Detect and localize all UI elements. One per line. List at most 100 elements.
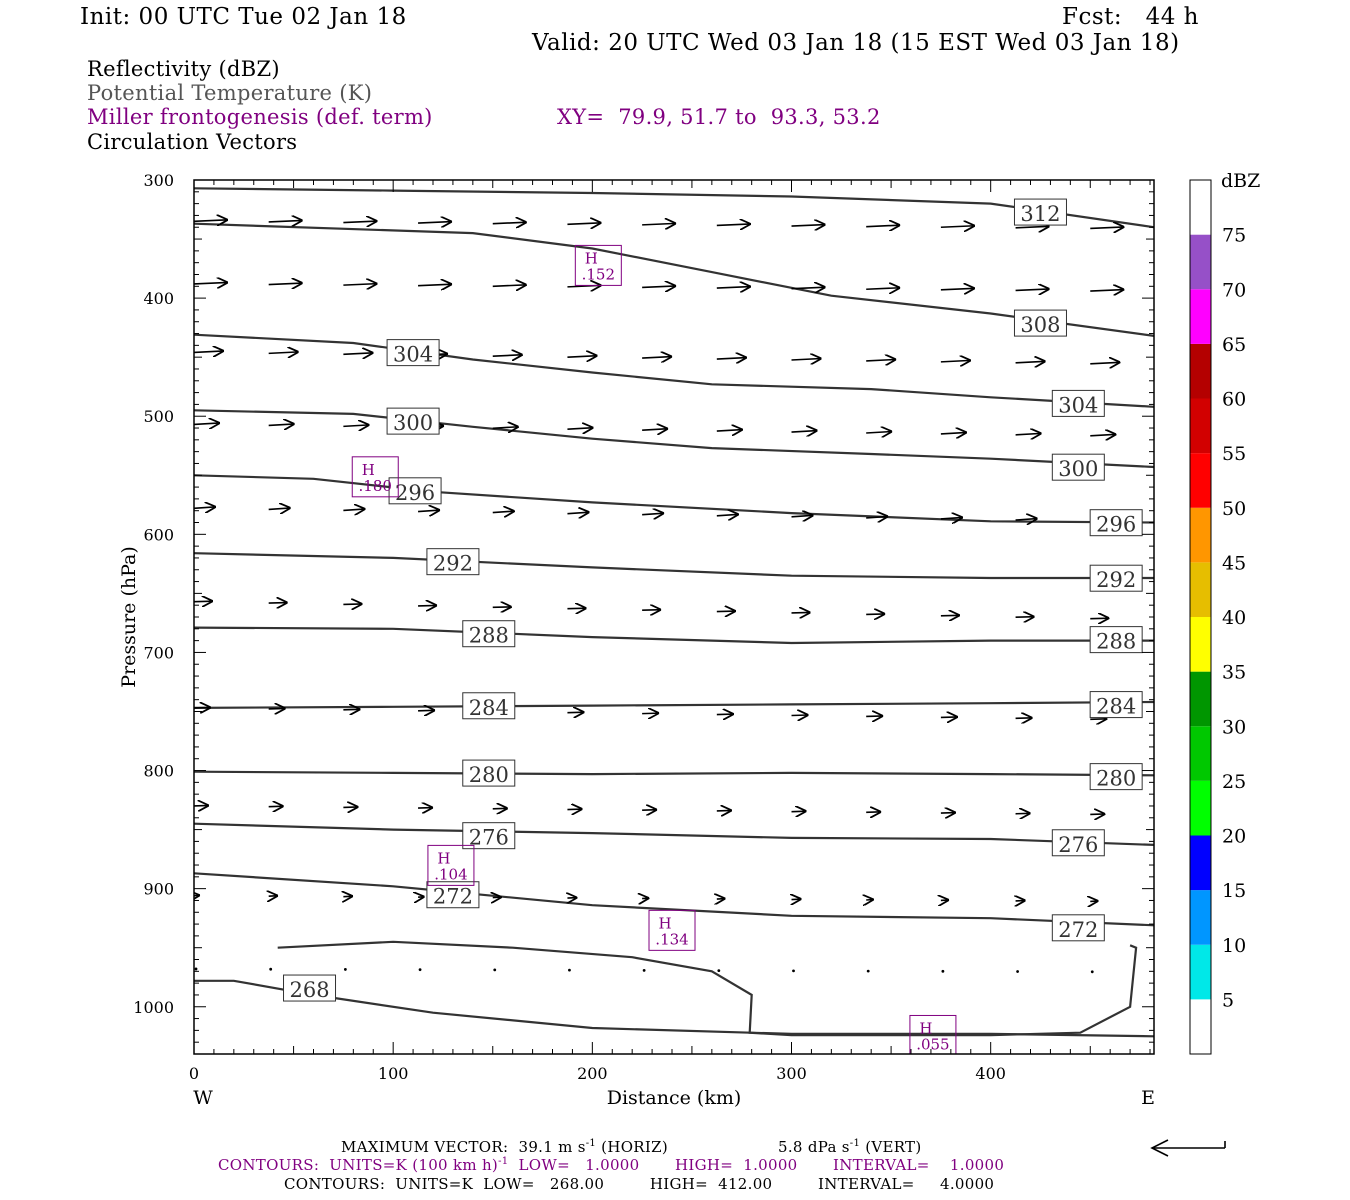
circulation-vector [642, 610, 661, 611]
circulation-vector [791, 358, 822, 360]
x-tick-label: 200 [577, 1064, 608, 1083]
theta-label-box [462, 759, 516, 787]
circulation-vector [940, 517, 963, 519]
circulation-vector [418, 222, 452, 224]
circulation-vector [492, 355, 523, 357]
circulation-vector [343, 896, 353, 897]
circulation-vector [492, 222, 527, 224]
theta-contour-292 [194, 552, 1154, 580]
colorbar-label: 20 [1222, 826, 1246, 848]
circulation-vector [493, 968, 497, 972]
circulation-vector [567, 712, 584, 713]
colorbar-frame [1189, 179, 1212, 1055]
circulation-vector [418, 710, 435, 711]
y-tick-label: 800 [143, 762, 174, 781]
circulation-vector [194, 967, 198, 971]
frontogenesis-max-letter: H [362, 461, 375, 479]
theta-contour-label: 300 [1058, 457, 1098, 481]
circulation-vector [716, 358, 747, 360]
x-tick-label: 0 [189, 1064, 199, 1083]
theta-label-box [386, 339, 440, 367]
circulation-vector [941, 969, 945, 973]
circulation-vector [343, 709, 360, 710]
circulation-vector [642, 357, 672, 359]
circulation-vector [492, 427, 519, 429]
colorbar-label: 40 [1222, 607, 1246, 629]
theta-contour-label: 280 [469, 763, 509, 787]
frontogenesis-max-box [574, 244, 622, 286]
plot-frame [193, 179, 1155, 1055]
theta-contour-label: 276 [1058, 833, 1098, 857]
circulation-vector [940, 615, 960, 616]
footer-contours-frontogenesis: CONTOURS: UNITS=K (100 km h)-1 LOW= 1.00… [218, 1156, 1004, 1174]
colorbar-title: dBZ [1221, 170, 1260, 192]
colorbar-swatch [1190, 999, 1211, 1054]
circulation-vector [493, 897, 502, 898]
circulation-vector [1015, 617, 1035, 618]
colorbar-swatch [1190, 343, 1211, 399]
circulation-vector [866, 812, 881, 813]
circulation-vector [717, 899, 726, 900]
circulation-vector [792, 899, 802, 900]
circulation-vector [343, 604, 362, 605]
y-tick-label: 500 [143, 407, 174, 426]
circulation-vector [866, 516, 888, 518]
circulation-vector [791, 612, 811, 613]
circulation-vector [1015, 226, 1050, 228]
contours-fronto-range: LOW= 1.0000 HIGH= 1.0000 INTERVAL= 1.000… [518, 1156, 1005, 1174]
valid-time: Valid: 20 UTC Wed 03 Jan 18 (15 EST Wed … [532, 30, 1180, 56]
circulation-vector [1090, 362, 1120, 364]
circulation-vector [642, 713, 659, 714]
theta-label-box [1051, 914, 1105, 942]
reference-vector-arrow [1150, 1139, 1226, 1157]
colorbar-label: 30 [1222, 716, 1246, 738]
circulation-vector [1090, 434, 1116, 436]
circulation-vector [194, 282, 228, 284]
theta-contour-304 [194, 333, 1154, 408]
circulation-vector [866, 225, 900, 227]
y-tick-label: 1000 [133, 998, 174, 1017]
circulation-vector [194, 507, 216, 509]
footer-max-vector: MAXIMUM VECTOR: 39.1 m s-1 (HORIZ) [341, 1138, 668, 1156]
frontogenesis-max-letter: H [437, 849, 450, 867]
frontogenesis-max-value: .055 [916, 1035, 949, 1053]
theta-label-box [1051, 389, 1105, 417]
theta-contour-280 [194, 770, 1154, 777]
circulation-vector [716, 514, 739, 516]
circulation-vector [268, 508, 291, 510]
theta-label-box [1013, 198, 1067, 226]
colorbar-label: 35 [1222, 662, 1246, 684]
frontogenesis-max-letter: H [585, 249, 598, 267]
frontogenesis-max-letter: H [919, 1019, 932, 1037]
circulation-vector [716, 714, 734, 715]
circulation-vector [1090, 227, 1124, 229]
circulation-vector [866, 431, 892, 433]
circulation-vector [343, 968, 347, 971]
max-vector-vert-tail: (VERT) [865, 1138, 922, 1156]
theta-contour-268 [194, 979, 1154, 1038]
y-tick-label: 900 [143, 880, 174, 899]
colorbar-label: 70 [1222, 279, 1246, 301]
colorbar-swatch [1190, 507, 1211, 563]
legend-theta: Potential Temperature (K) [87, 81, 373, 105]
theta-contour-276 [194, 822, 1154, 846]
theta-contour-label: 292 [433, 552, 473, 576]
legend-reflectivity: Reflectivity (dBZ) [87, 57, 280, 81]
circulation-vector [418, 510, 440, 512]
colorbar-swatch [1190, 671, 1211, 727]
colorbar-swatch [1190, 617, 1211, 672]
colorbar-swatch [1190, 289, 1211, 344]
frontogenesis-max-value: .134 [655, 930, 688, 948]
circulation-vector [642, 810, 657, 811]
theta-label-box [1051, 453, 1105, 481]
y-tick-label: 700 [143, 643, 174, 662]
x-tick-label: 300 [776, 1064, 807, 1083]
colorbar-label: 75 [1222, 225, 1246, 247]
circulation-vector [1090, 290, 1124, 292]
circulation-vector [716, 810, 732, 811]
circulation-vector [940, 288, 975, 290]
circulation-vector [1016, 970, 1019, 973]
frontogenesis-max-letter: H [658, 914, 671, 932]
circulation-vector [492, 285, 527, 287]
